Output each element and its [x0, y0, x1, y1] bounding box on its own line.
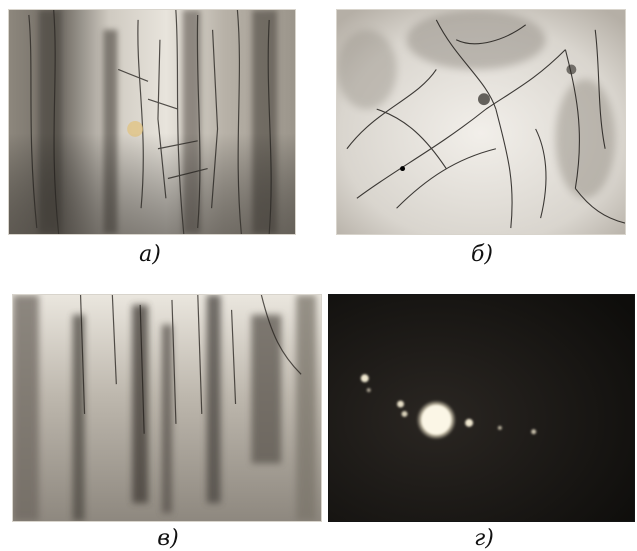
micrograph-b-image: [337, 10, 625, 234]
micrograph-c: [12, 294, 322, 522]
diffraction-pattern: [328, 294, 635, 522]
caption-c: в): [157, 526, 179, 551]
caption-b: б): [470, 242, 493, 267]
micrograph-a-image: [9, 10, 295, 234]
caption-a: а): [139, 242, 161, 267]
diffraction-pattern-image: [329, 295, 634, 521]
micrograph-b: [336, 9, 626, 235]
micrograph-a: [8, 9, 296, 235]
caption-d: г): [474, 526, 494, 551]
micrograph-c-image: [13, 295, 321, 521]
